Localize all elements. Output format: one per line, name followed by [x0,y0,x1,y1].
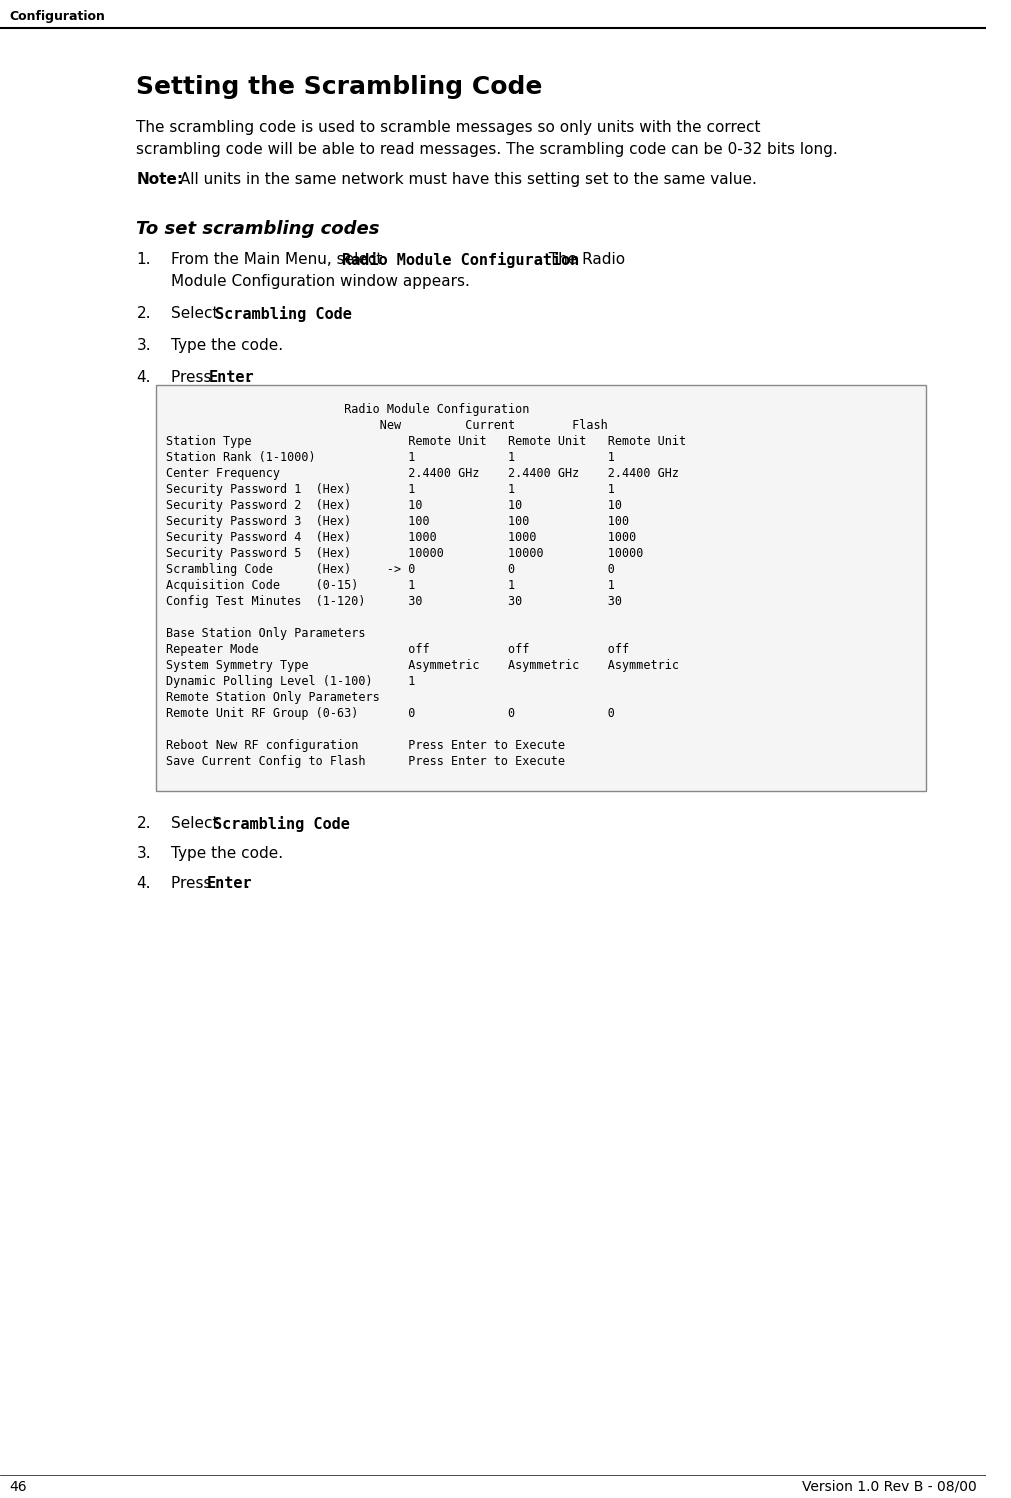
Text: scrambling code will be able to read messages. The scrambling code can be 0-32 b: scrambling code will be able to read mes… [136,142,837,157]
Text: Security Password 1  (Hex)        1             1             1: Security Password 1 (Hex) 1 1 1 [166,482,614,496]
Text: Scrambling Code: Scrambling Code [214,306,352,322]
Text: Note:: Note: [136,172,183,187]
Text: Radio Module Configuration: Radio Module Configuration [166,403,671,416]
Text: . The Radio: . The Radio [539,252,625,267]
Text: Station Rank (1-1000)             1             1             1: Station Rank (1-1000) 1 1 1 [166,451,614,464]
Text: Radio Module Configuration: Radio Module Configuration [341,252,578,268]
Text: 4.: 4. [136,370,151,385]
Text: .: . [245,876,250,891]
Text: 3.: 3. [136,339,151,354]
Text: Enter: Enter [208,370,254,385]
Text: To set scrambling codes: To set scrambling codes [136,220,379,238]
Text: Save Current Config to Flash      Press Enter to Execute: Save Current Config to Flash Press Enter… [166,755,564,768]
Text: Type the code.: Type the code. [170,339,282,354]
Text: Security Password 3  (Hex)        100           100           100: Security Password 3 (Hex) 100 100 100 [166,515,628,527]
Text: 2.: 2. [136,306,151,321]
Text: The scrambling code is used to scramble messages so only units with the correct: The scrambling code is used to scramble … [136,120,760,135]
Text: Scrambling Code: Scrambling Code [212,816,350,831]
Text: 2.: 2. [136,816,151,831]
Text: Remote Station Only Parameters: Remote Station Only Parameters [166,691,379,704]
Text: Version 1.0 Rev B - 08/00: Version 1.0 Rev B - 08/00 [801,1480,976,1494]
Text: All units in the same network must have this setting set to the same value.: All units in the same network must have … [175,172,756,187]
Text: Setting the Scrambling Code: Setting the Scrambling Code [136,75,542,99]
Text: Security Password 2  (Hex)        10            10            10: Security Password 2 (Hex) 10 10 10 [166,499,621,512]
Text: Press: Press [170,876,215,891]
Text: 46: 46 [10,1480,27,1494]
Text: Select: Select [170,816,222,831]
Text: Dynamic Polling Level (1-100)     1: Dynamic Polling Level (1-100) 1 [166,676,415,688]
Text: Base Station Only Parameters: Base Station Only Parameters [166,628,365,640]
Text: Config Test Minutes  (1-120)      30            30            30: Config Test Minutes (1-120) 30 30 30 [166,595,621,608]
Text: From the Main Menu, select: From the Main Menu, select [170,252,386,267]
Text: System Symmetry Type              Asymmetric    Asymmetric    Asymmetric: System Symmetry Type Asymmetric Asymmetr… [166,659,678,673]
Text: New         Current        Flash: New Current Flash [166,419,607,431]
Text: 1.: 1. [136,252,151,267]
Text: Acquisition Code     (0-15)       1             1             1: Acquisition Code (0-15) 1 1 1 [166,578,614,592]
Text: Enter: Enter [206,876,252,891]
Text: Configuration: Configuration [10,10,105,22]
Text: Center Frequency                  2.4400 GHz    2.4400 GHz    2.4400 GHz: Center Frequency 2.4400 GHz 2.4400 GHz 2… [166,467,678,479]
Text: .: . [329,306,334,321]
Text: 4.: 4. [136,876,151,891]
Text: 3.: 3. [136,846,151,861]
Text: Remote Unit RF Group (0-63)       0             0             0: Remote Unit RF Group (0-63) 0 0 0 [166,707,614,721]
Text: Station Type                      Remote Unit   Remote Unit   Remote Unit: Station Type Remote Unit Remote Unit Rem… [166,434,685,448]
Text: Repeater Mode                     off           off           off: Repeater Mode off off off [166,643,628,656]
Text: Reboot New RF configuration       Press Enter to Execute: Reboot New RF configuration Press Enter … [166,739,564,752]
Text: Scrambling Code      (Hex)     -> 0             0             0: Scrambling Code (Hex) -> 0 0 0 [166,563,614,575]
FancyBboxPatch shape [156,385,925,791]
Text: .: . [247,370,251,385]
Text: Select: Select [170,306,222,321]
Text: .: . [327,816,332,831]
Text: Press: Press [170,370,215,385]
Text: Type the code.: Type the code. [170,846,282,861]
Text: Security Password 5  (Hex)        10000         10000         10000: Security Password 5 (Hex) 10000 10000 10… [166,547,642,560]
Text: Security Password 4  (Hex)        1000          1000          1000: Security Password 4 (Hex) 1000 1000 1000 [166,530,635,544]
Text: Module Configuration window appears.: Module Configuration window appears. [170,274,469,289]
